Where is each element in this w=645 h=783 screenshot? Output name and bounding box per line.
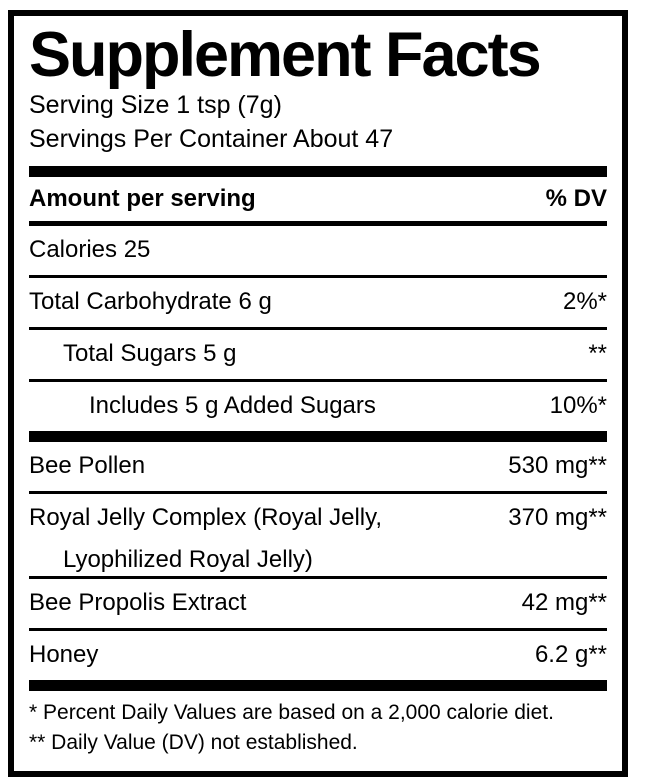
- footnote-dv-not-established: ** Daily Value (DV) not established.: [29, 731, 358, 754]
- footnotes: * Percent Daily Values are based on a 2,…: [29, 691, 607, 758]
- divider-thick-middle: [29, 431, 607, 442]
- ingredient-name: Bee Propolis Extract: [29, 589, 247, 616]
- ingredient-name-continued: Lyophilized Royal Jelly): [63, 546, 313, 573]
- nutrient-name: Includes 5 g Added Sugars: [89, 392, 376, 419]
- ingredient-name: Royal Jelly Complex (Royal Jelly,: [29, 504, 382, 531]
- percent-dv-header: % DV: [545, 185, 607, 212]
- amount-per-serving-header: Amount per serving: [29, 185, 256, 212]
- nutrient-dv-value: **: [588, 340, 607, 367]
- divider-thin: [29, 275, 607, 278]
- serving-size-line: Serving Size 1 tsp (7g): [29, 91, 282, 119]
- calories-label: Calories 25: [29, 236, 151, 263]
- nutrient-dv-value: 2%*: [562, 288, 607, 315]
- divider-thin: [29, 576, 607, 579]
- ingredient-name: Bee Pollen: [29, 452, 146, 479]
- nutrient-name: Total Sugars 5 g: [63, 340, 237, 367]
- divider-thick-top: [29, 166, 607, 177]
- nutrient-name: Total Carbohydrate 6 g: [29, 288, 272, 315]
- ingredient-name: Honey: [29, 641, 99, 668]
- divider-thin: [29, 379, 607, 382]
- table-row-added-sugars: Includes 5 g Added Sugars 10%*: [29, 382, 607, 431]
- column-header-row: Amount per serving % DV: [29, 177, 607, 221]
- servings-per-container-line: Servings Per Container About 47: [29, 125, 394, 153]
- footnote-daily-values: * Percent Daily Values are based on a 2,…: [29, 701, 554, 724]
- divider-medium: [29, 221, 607, 226]
- ingredient-amount: 6.2 g**: [534, 641, 607, 668]
- ingredient-amount: 42 mg**: [521, 589, 607, 616]
- table-row-honey: Honey 6.2 g**: [29, 631, 607, 680]
- ingredient-amount: 370 mg**: [508, 504, 607, 531]
- table-row-total-sugars: Total Sugars 5 g **: [29, 330, 607, 379]
- supplement-facts-panel: Supplement Facts Serving Size 1 tsp (7g)…: [8, 10, 628, 777]
- ingredient-amount: 530 mg**: [508, 452, 607, 479]
- table-row-royal-jelly-complex: Royal Jelly Complex (Royal Jelly, 370 mg…: [29, 494, 607, 576]
- calories-row: Calories 25: [29, 226, 607, 275]
- divider-thin: [29, 491, 607, 494]
- divider-thin: [29, 628, 607, 631]
- table-row-bee-pollen: Bee Pollen 530 mg**: [29, 442, 607, 491]
- table-row-total-carbohydrate: Total Carbohydrate 6 g 2%*: [29, 278, 607, 327]
- divider-thick-bottom: [29, 680, 607, 691]
- panel-title: Supplement Facts: [29, 20, 542, 90]
- table-row-bee-propolis-extract: Bee Propolis Extract 42 mg**: [29, 579, 607, 628]
- divider-thin: [29, 327, 607, 330]
- nutrient-dv-value: 10%*: [549, 392, 607, 419]
